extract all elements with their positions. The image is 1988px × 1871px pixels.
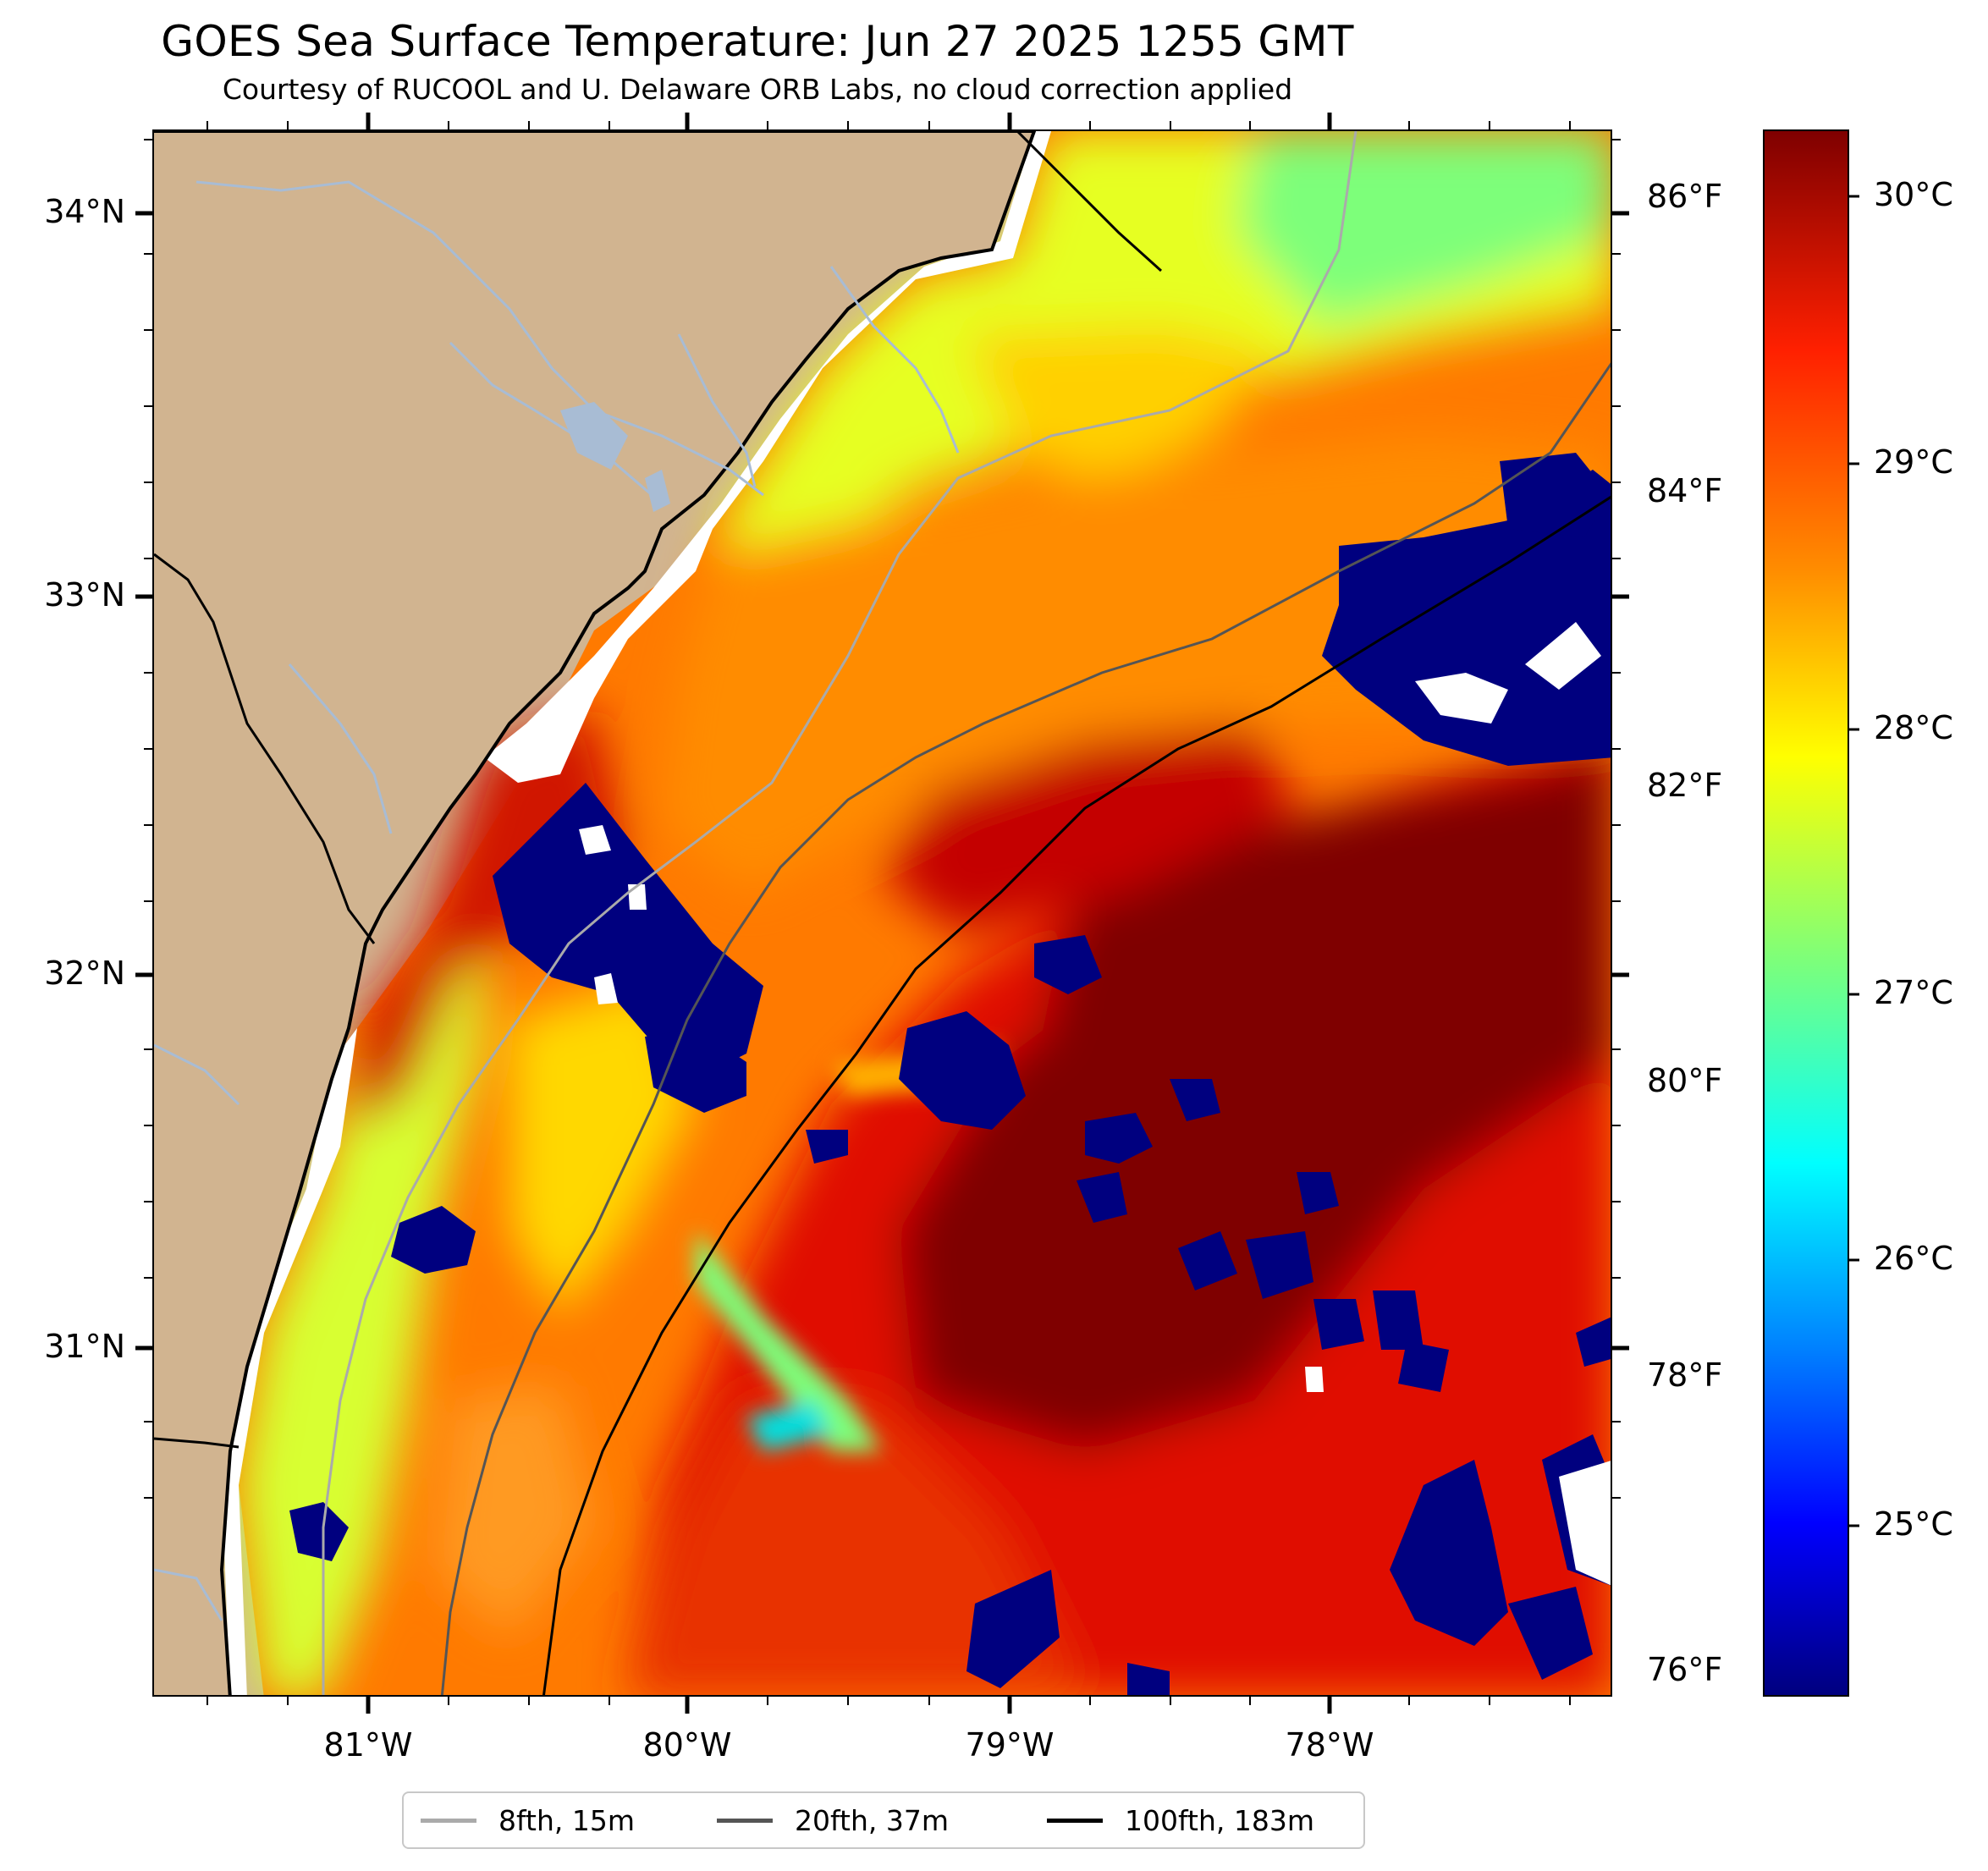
legend-item-8fth: 8fth, 15m	[421, 1793, 635, 1847]
sst-colorbar	[1763, 129, 1849, 1697]
land-coast	[154, 131, 1034, 1695]
legend-label-100fth: 100fth, 183m	[1125, 1803, 1314, 1837]
c-label-25: 25°C	[1874, 1505, 1953, 1543]
lat-label-34n: 34°N	[44, 193, 125, 230]
legend-label-20fth: 20fth, 37m	[795, 1803, 949, 1837]
lake-small	[645, 470, 670, 512]
isobath-8fth	[322, 131, 1357, 1695]
coastline	[154, 131, 1037, 1695]
f-label-86: 86°F	[1647, 178, 1723, 215]
f-label-80: 80°F	[1647, 1062, 1723, 1099]
sst-map-canvas	[154, 131, 1611, 1695]
f-label-82: 82°F	[1647, 767, 1723, 804]
legend-swatch-100fth	[1047, 1818, 1103, 1823]
lon-label-78w: 78°W	[1285, 1726, 1374, 1764]
legend-item-20fth: 20fth, 37m	[717, 1793, 949, 1847]
isobath-legend: 8fth, 15m 20fth, 37m 100fth, 183m	[402, 1791, 1365, 1849]
map-subtitle: Courtesy of RUCOOL and U. Delaware ORB L…	[222, 73, 1293, 106]
legend-item-100fth: 100fth, 183m	[1047, 1793, 1314, 1847]
lake	[560, 402, 628, 470]
lon-label-81w: 81°W	[323, 1726, 413, 1764]
legend-label-8fth: 8fth, 15m	[498, 1803, 636, 1837]
isobath-20fth	[440, 362, 1611, 1695]
f-label-84: 84°F	[1647, 472, 1723, 509]
legend-swatch-20fth	[717, 1818, 773, 1823]
sst-map[interactable]	[152, 129, 1612, 1697]
rivers	[154, 180, 960, 1621]
state-borders	[154, 131, 1163, 1449]
legend-swatch-8fth	[421, 1818, 476, 1823]
isobath-100fth	[542, 495, 1611, 1695]
c-label-27: 27°C	[1874, 974, 1953, 1011]
f-label-76: 76°F	[1647, 1651, 1723, 1688]
lat-label-32n: 32°N	[44, 955, 125, 992]
lon-label-80w: 80°W	[642, 1726, 732, 1764]
lat-label-33n: 33°N	[44, 576, 125, 614]
f-label-78: 78°F	[1647, 1356, 1723, 1394]
c-label-29: 29°C	[1874, 443, 1953, 481]
c-label-28: 28°C	[1874, 709, 1953, 746]
lat-label-31n: 31°N	[44, 1328, 125, 1365]
c-label-26: 26°C	[1874, 1240, 1953, 1277]
c-label-30: 30°C	[1874, 176, 1953, 213]
map-title: GOES Sea Surface Temperature: Jun 27 202…	[161, 17, 1354, 66]
lon-label-79w: 79°W	[965, 1726, 1055, 1764]
sst-field	[239, 131, 1611, 1695]
